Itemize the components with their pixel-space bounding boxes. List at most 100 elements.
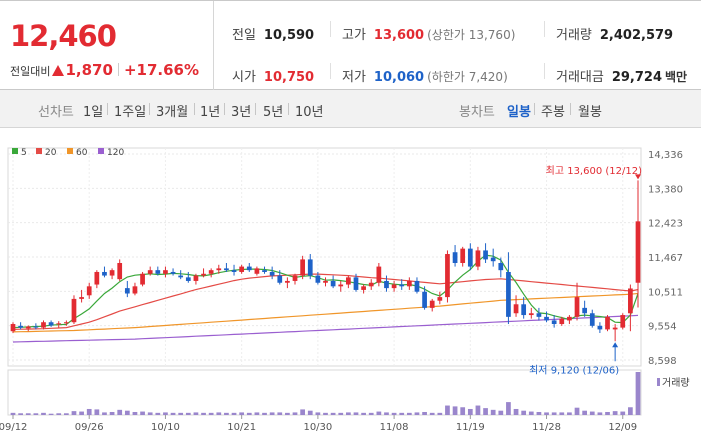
- tab-period-3m[interactable]: 3개월: [156, 105, 189, 120]
- candle-body: [193, 275, 199, 281]
- tab-period-3y[interactable]: 3년: [231, 105, 252, 120]
- volume-bar: [41, 412, 46, 415]
- volume-bar: [559, 412, 565, 415]
- candle-body: [559, 318, 565, 325]
- volume-bar: [353, 412, 359, 415]
- volume-bar: [86, 408, 92, 415]
- candle-body: [628, 288, 633, 314]
- divider: [288, 103, 289, 115]
- candle-body: [506, 271, 511, 317]
- volume-bar: [25, 413, 31, 415]
- candle-body: [56, 323, 62, 325]
- open-cell: 시가 10,750: [232, 66, 314, 85]
- volume-bar: [185, 412, 191, 415]
- tab-candle-monthly[interactable]: 월봉: [578, 105, 602, 120]
- candle-body: [224, 268, 229, 271]
- upper-limit: (상한가 13,760): [427, 28, 516, 42]
- tab-period-10y[interactable]: 10년: [295, 105, 324, 120]
- volume-bar: [79, 411, 84, 415]
- high-annotation: 최고 13,600 (12/12): [546, 165, 642, 177]
- volume-bar: [605, 411, 610, 415]
- divider: [570, 103, 571, 115]
- volume-bar: [292, 412, 298, 415]
- tab-line-chart[interactable]: 선차트: [38, 105, 74, 120]
- volume-bar: [254, 412, 260, 415]
- volume-bar: [94, 409, 100, 415]
- candle-body: [208, 270, 214, 274]
- volume-bar: [589, 411, 595, 415]
- candle-body: [338, 284, 344, 287]
- volume-bar: [460, 407, 466, 415]
- x-tick-label: 11/28: [532, 422, 561, 433]
- tab-period-5y[interactable]: 5년: [263, 105, 284, 120]
- high-cell: 고가 13,600 (상한가 13,760): [342, 24, 515, 43]
- volume-bar: [513, 408, 519, 415]
- candle-body: [612, 327, 618, 330]
- candle-body: [399, 284, 405, 287]
- candle-body: [315, 275, 321, 283]
- candle-body: [10, 324, 16, 332]
- candle-body: [513, 304, 519, 314]
- y-tick-label: 10,511: [648, 287, 683, 298]
- volume-bar: [71, 411, 77, 415]
- candle-body: [239, 266, 245, 272]
- volume-bar: [178, 412, 184, 415]
- tab-period-1d[interactable]: 1일: [83, 105, 104, 120]
- volume-bar: [18, 413, 23, 415]
- candle-body: [589, 313, 595, 326]
- volume-bar: [574, 407, 580, 415]
- volume-bar: [544, 412, 549, 415]
- candle-body: [307, 259, 313, 276]
- chart-tabs: 선차트 1일 1주일 3개월 1년 3년 5년 10년 봉차트 일봉 주봉 월봉: [0, 90, 701, 128]
- high-value: 13,600: [373, 28, 425, 43]
- volume-legend-swatch: [657, 378, 660, 386]
- volume-bar: [262, 412, 267, 415]
- candle-body: [262, 270, 267, 272]
- candle-body: [41, 322, 46, 328]
- volume-bar: [147, 412, 153, 415]
- candle-body: [170, 271, 176, 274]
- candle-body: [124, 288, 130, 294]
- volume-bar: [140, 411, 145, 415]
- volume-bar: [170, 412, 176, 415]
- volume-bar: [521, 410, 527, 415]
- volume-bar: [528, 411, 534, 415]
- candle-body: [71, 298, 77, 323]
- high-label: 고가: [342, 28, 366, 43]
- candle-body: [361, 286, 366, 290]
- volume-bar: [582, 410, 588, 415]
- candle-body: [201, 273, 206, 276]
- volume-bar: [315, 412, 321, 415]
- volume-bar: [376, 411, 382, 415]
- candle-body: [467, 248, 473, 267]
- volume-bar: [399, 412, 405, 415]
- ma20-line: [12, 273, 639, 330]
- volume-legend-label: 거래량: [662, 377, 690, 389]
- tab-candle-chart[interactable]: 봉차트: [459, 105, 495, 120]
- high-arrow-head: [635, 174, 641, 180]
- tab-candle-weekly[interactable]: 주봉: [541, 105, 565, 120]
- candle-body: [437, 297, 443, 301]
- candle-body: [544, 316, 549, 321]
- tab-period-1w[interactable]: 1주일: [114, 105, 147, 120]
- candle-body: [406, 280, 412, 287]
- tab-candle-daily[interactable]: 일봉: [507, 105, 531, 120]
- divider: [330, 21, 331, 37]
- volume-bar: [224, 412, 229, 415]
- y-tick-label: 9,554: [648, 322, 677, 333]
- candle-body: [185, 277, 191, 281]
- divider: [534, 103, 535, 115]
- volume-bar: [163, 412, 168, 415]
- legend-swatch: [12, 148, 18, 154]
- open-label: 시가: [232, 70, 256, 85]
- x-tick-label: 10/10: [151, 422, 180, 433]
- volume-bar: [635, 372, 641, 415]
- trade-value: 29,724: [611, 70, 663, 85]
- tab-period-1y[interactable]: 1년: [200, 105, 221, 120]
- candle-body: [300, 259, 305, 276]
- trade-value-cell: 거래대금 29,724 백만: [556, 66, 687, 85]
- volume-label: 거래량: [556, 28, 592, 43]
- volume-bar: [422, 411, 427, 415]
- divider: [544, 21, 545, 37]
- volume-bar: [216, 412, 222, 415]
